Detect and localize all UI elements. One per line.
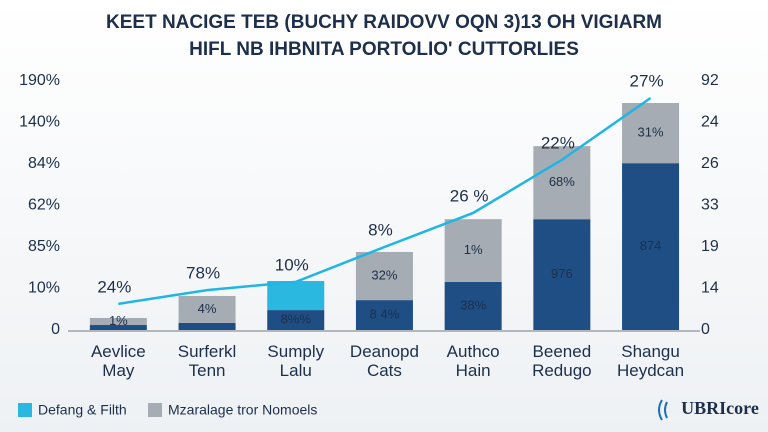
x-tick-label: Aevlice May: [90, 342, 146, 380]
x-tick-label: Beened Redugo: [532, 342, 592, 380]
bar-label: 976: [551, 266, 573, 281]
line: [118, 96, 652, 306]
bar-segment: [267, 281, 325, 311]
bar-label: 38%: [460, 297, 486, 312]
y2-tick-label: 33: [701, 197, 719, 214]
y2-tick-label: 24: [701, 114, 719, 131]
bar-label: 1%: [464, 242, 483, 257]
x-tick-label: Shangu Heydcan: [616, 342, 685, 380]
bar-segment: [178, 295, 236, 323]
y2-tick-label: 19: [701, 238, 719, 255]
bar-segment: [622, 102, 680, 164]
legend-label: Defang & Filth: [38, 402, 127, 418]
bar-label: 32%: [371, 267, 397, 282]
line-label: 10%: [275, 255, 309, 274]
y2-tick-label: 14: [701, 280, 719, 297]
chart-subtitle: HIFL NB IHBNITA PORTOLIO' CUTTORLIES: [189, 39, 579, 60]
logo: UBRIcore: [681, 398, 759, 418]
y-tick-label: 0: [51, 321, 60, 338]
legend-label: Mzaralage tror Nomoels: [168, 402, 317, 418]
line-label: 26 %: [450, 186, 489, 205]
bar-segment: [355, 251, 413, 301]
line-label: 78%: [186, 264, 220, 283]
line-label: 27%: [630, 71, 664, 90]
bar-segment: [533, 219, 591, 330]
line-label: 22%: [541, 133, 575, 152]
y-tick-label: 84%: [28, 155, 60, 172]
bar-segment: [622, 163, 680, 330]
x-tick-label: Authco Hain: [446, 342, 500, 380]
bar-label: 874: [640, 238, 662, 253]
y-tick-label: 85%: [28, 238, 60, 255]
bar-segment: [89, 317, 147, 326]
bar-segment: [355, 300, 413, 330]
x-tick-label: Surferkl Tenn: [177, 342, 237, 380]
bar-segment: [89, 325, 147, 330]
y-tick-label: 10%: [28, 280, 60, 297]
y2-tick-label: 92: [701, 72, 719, 89]
bar-segment: [444, 281, 502, 330]
y2-tick-label: 26: [701, 155, 719, 172]
y-tick-label: 140%: [19, 114, 60, 131]
bar-label: 31%: [638, 125, 664, 140]
bar-label: 4%: [198, 301, 217, 316]
bar-segment: [267, 310, 325, 330]
y2-tick-label: 0: [701, 321, 710, 338]
legend-swatch: [18, 403, 32, 417]
x-tick-label: Sumply Lalu: [267, 342, 325, 380]
bar-label: 8 4%: [370, 306, 400, 321]
bar-label: 1%: [109, 313, 128, 328]
line-label: 8%: [368, 220, 393, 239]
bar-label: 68%: [549, 174, 575, 189]
logo-icon: [658, 399, 668, 421]
bar-segment: [444, 219, 502, 282]
chart-title: KEET NACIGE TEB (BUCHY RAIDOVV OQN 3)13 …: [106, 12, 662, 33]
line-label: 24%: [97, 277, 131, 296]
y-tick-label: 62%: [28, 197, 60, 214]
bar-label: 8%%: [281, 311, 312, 326]
y-tick-label: 190%: [19, 72, 60, 89]
x-tick-label: Deanopd Cats: [349, 342, 419, 380]
bar-segment: [178, 322, 236, 330]
legend-swatch: [148, 403, 162, 417]
